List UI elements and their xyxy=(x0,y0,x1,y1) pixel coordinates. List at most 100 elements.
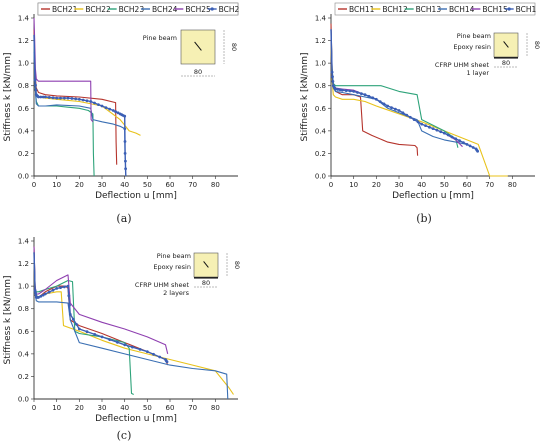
legend-label: BCH15 xyxy=(482,5,508,14)
data-point xyxy=(471,146,475,149)
legend-marker xyxy=(507,7,511,11)
cross-section-inset: 80 80 Pine beam Epoxy resin CFRP UHM sheet2 … xyxy=(135,252,241,297)
data-point xyxy=(446,133,450,137)
data-point xyxy=(428,125,431,129)
legend: BCH11 BCH12 BCH13 BCH14 BCH15 BCH1 xyxy=(334,2,537,16)
data-point xyxy=(37,296,40,299)
series-line-bn3 xyxy=(33,40,95,177)
inset-label: CFRP UHM sheet xyxy=(135,281,190,289)
x-tick-label: 30 xyxy=(395,181,404,189)
data-point xyxy=(59,286,62,289)
inset-label: Pine beam xyxy=(143,34,177,42)
width-dimension: 80 xyxy=(502,59,510,67)
data-point xyxy=(93,333,97,336)
legend-label: BCH25 xyxy=(185,5,211,14)
data-point xyxy=(416,120,420,124)
x-tick-label: 40 xyxy=(417,181,426,189)
data-point xyxy=(71,317,75,321)
y-tick-label: 1.0 xyxy=(18,60,29,68)
data-point xyxy=(77,97,81,101)
data-point xyxy=(85,330,89,334)
y-axis-title: Stiffness k [kN/mm] xyxy=(300,52,310,141)
data-point xyxy=(454,137,458,141)
x-axis-title: Deflection u [mm] xyxy=(95,414,177,424)
data-point xyxy=(34,293,38,297)
y-tick-label: 0.8 xyxy=(18,82,29,90)
y-tick-label: 0.4 xyxy=(315,127,327,135)
data-point xyxy=(123,152,127,155)
data-point xyxy=(405,113,409,117)
x-tick-label: 60 xyxy=(463,181,472,189)
legend-label: BCH21 xyxy=(52,5,78,14)
data-point xyxy=(356,91,359,94)
y-tick-label: 0.0 xyxy=(18,173,29,181)
data-point xyxy=(123,343,127,347)
data-point xyxy=(33,78,37,82)
legend-label: BCH12 xyxy=(382,5,408,14)
series-line-bch24 xyxy=(33,252,229,400)
data-point xyxy=(66,96,70,100)
series-markers-bch2 xyxy=(33,284,169,364)
series-line-bch15 xyxy=(330,29,463,148)
x-tick-label: 0 xyxy=(329,181,333,189)
y-tick-label: 1.4 xyxy=(18,238,30,246)
data-point xyxy=(420,122,424,126)
x-tick-label: 70 xyxy=(485,181,494,189)
pointer-arrow xyxy=(203,261,209,268)
x-tick-label: 30 xyxy=(98,404,107,412)
data-point xyxy=(401,111,405,115)
data-point xyxy=(41,95,45,99)
x-tick-label: 10 xyxy=(52,404,61,412)
x-axis-title: Deflection u [mm] xyxy=(392,191,474,201)
data-point xyxy=(397,109,401,112)
data-point xyxy=(39,294,43,298)
series-line-bch14 xyxy=(330,29,479,152)
data-point xyxy=(394,107,397,111)
data-point xyxy=(412,118,416,121)
x-tick-label: 80 xyxy=(211,181,220,189)
data-point xyxy=(334,87,337,91)
panel-label: (b) xyxy=(416,212,432,225)
x-tick-label: 50 xyxy=(440,181,449,189)
data-point xyxy=(336,88,340,91)
panel-c: Stiffness k [kN/mm] Deflection u [mm] (c… xyxy=(3,2,241,442)
data-point xyxy=(152,352,155,356)
height-dimension: 80 xyxy=(533,41,541,49)
series-line-bch21 xyxy=(33,246,169,366)
legend: BCH21 BCH22 BCH23 BCH24 BCH25 BCH2 xyxy=(37,2,240,16)
cross-section-inset: 80 80 Pine beam Epoxy resin CFRP UHM sheet1 … xyxy=(435,32,541,77)
data-point xyxy=(331,80,335,83)
legend-frame xyxy=(37,2,239,16)
x-tick-label: 40 xyxy=(120,181,129,189)
data-point xyxy=(338,88,342,92)
x-tick-label: 50 xyxy=(143,181,152,189)
x-tick-label: 10 xyxy=(52,181,61,189)
data-point xyxy=(330,70,334,74)
data-point xyxy=(68,313,72,316)
data-point xyxy=(435,128,439,132)
x-axis-title: Deflection u [mm] xyxy=(95,191,177,201)
y-tick-label: 1.0 xyxy=(315,60,326,68)
series-markers-bch1 xyxy=(330,70,479,153)
data-point xyxy=(374,97,378,101)
data-point xyxy=(158,355,162,359)
data-point xyxy=(123,114,127,118)
series-markers-bn xyxy=(33,78,127,171)
y-tick-label: 1.0 xyxy=(18,283,29,291)
legend-label: BCH22 xyxy=(85,5,111,14)
data-point xyxy=(476,149,479,153)
data-point xyxy=(97,103,100,106)
data-point xyxy=(67,294,71,298)
data-point xyxy=(34,88,38,92)
inset-label: Pine beam xyxy=(457,32,491,40)
data-point xyxy=(165,360,169,364)
data-point xyxy=(431,127,435,130)
x-tick-label: 70 xyxy=(188,404,197,412)
y-tick-label: 1.4 xyxy=(18,15,30,23)
data-point xyxy=(131,345,134,349)
legend-marker xyxy=(210,7,214,11)
data-point xyxy=(63,285,66,289)
inset-label: CFRP UHM sheet xyxy=(435,61,490,69)
data-point xyxy=(34,291,37,295)
